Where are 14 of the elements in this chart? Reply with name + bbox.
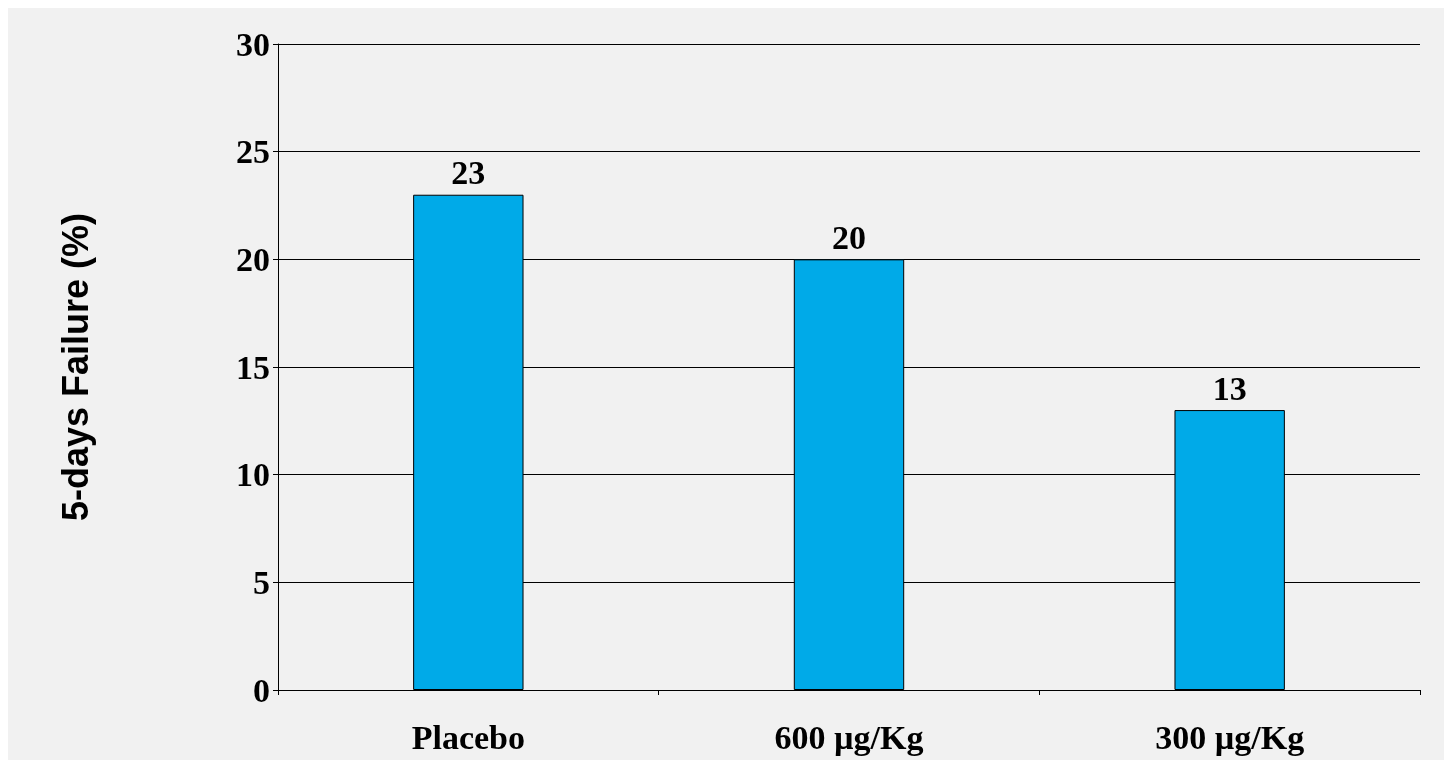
data-label: 20 bbox=[832, 218, 866, 256]
y-axis-title: 5-days Failure (%) bbox=[54, 212, 96, 522]
data-label: 23 bbox=[451, 154, 486, 192]
y-tick-label: 5 bbox=[253, 563, 270, 601]
y-tick-label: 25 bbox=[236, 133, 270, 171]
y-tick-label: 15 bbox=[236, 348, 270, 386]
y-tick-label: 10 bbox=[236, 456, 270, 494]
y-tick-label: 30 bbox=[236, 25, 270, 63]
x-tick-label: 300 µg/Kg bbox=[1155, 718, 1305, 756]
x-tick-label: 600 µg/Kg bbox=[774, 718, 924, 756]
x-tick-label: Placebo bbox=[411, 718, 525, 756]
y-tick-label: 0 bbox=[253, 671, 270, 709]
data-label: 13 bbox=[1212, 369, 1247, 407]
y-tick-label: 20 bbox=[236, 240, 270, 278]
